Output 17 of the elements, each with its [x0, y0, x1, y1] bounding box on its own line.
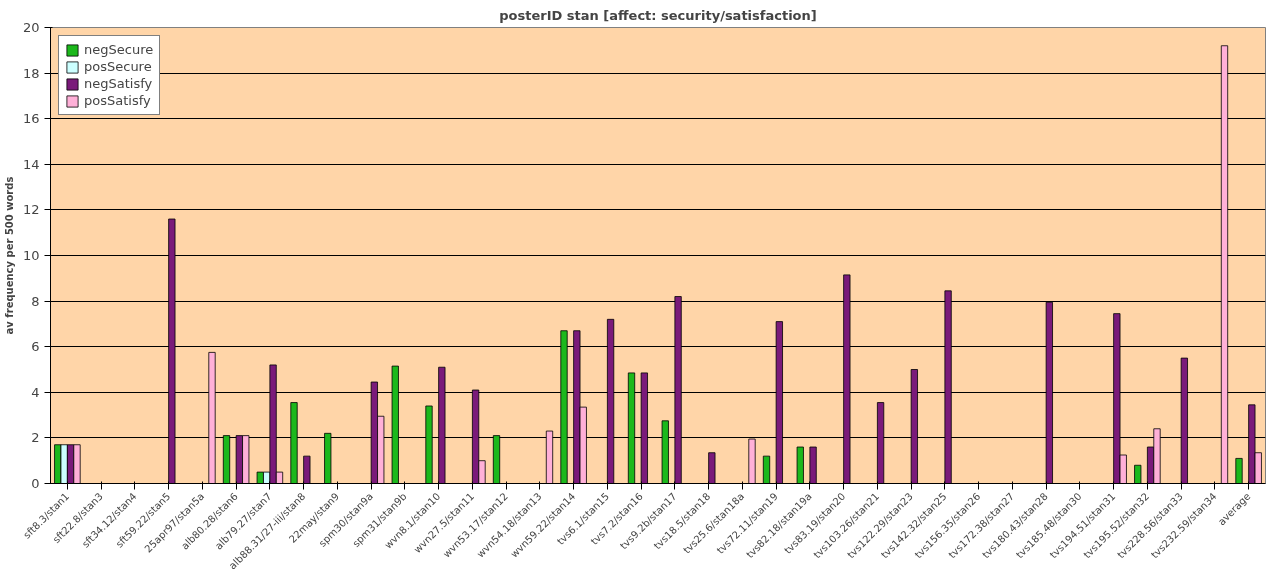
y-tick-label: 0 [31, 476, 40, 491]
y-axis-title: av frequency per 500 words [3, 176, 15, 335]
y-tick-label: 8 [31, 293, 40, 309]
y-tick-label: 20 [22, 20, 40, 35]
legend-label: negSecure [84, 42, 154, 57]
legend-label: posSatisfy [84, 93, 151, 108]
y-tick-label: 6 [31, 339, 40, 355]
y-tick-label: 14 [22, 156, 40, 172]
y-tick-label: 10 [22, 248, 40, 263]
y-tick-label: 18 [22, 65, 40, 81]
y-tick-label: 4 [31, 384, 40, 400]
chart-title: posterID stan [affect: security/satisfaction] [499, 7, 817, 23]
y-tick-label: 16 [22, 111, 40, 127]
y-tick-label: 12 [22, 202, 40, 218]
y-tick-label: 2 [31, 430, 40, 446]
legend-label: negSatisfy [84, 76, 153, 91]
legend-label: posSecure [84, 59, 152, 74]
